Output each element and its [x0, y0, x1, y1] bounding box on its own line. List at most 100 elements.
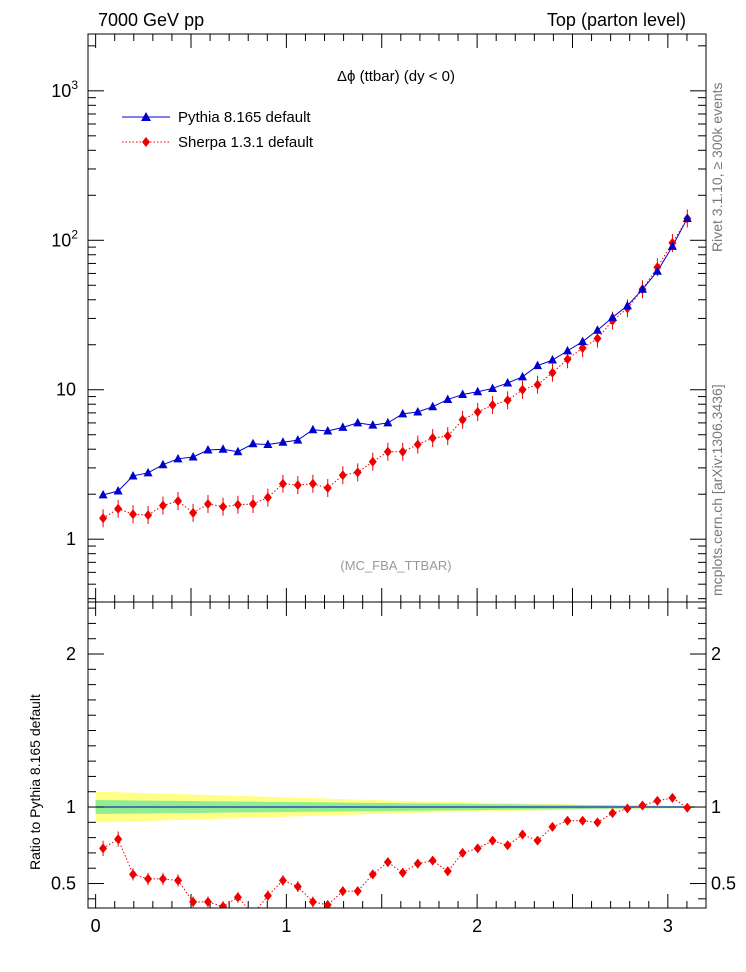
sherpa-point: [248, 498, 257, 509]
pythia-point: [428, 401, 438, 411]
sherpa-ratio-point: [249, 909, 257, 919]
sherpa-ratio-point: [653, 795, 662, 806]
ratio-ytick-label-right: 2: [711, 644, 721, 664]
pythia-point: [383, 417, 393, 427]
legend-pythia: Pythia 8.165 default: [122, 109, 311, 126]
sherpa-ratio-point: [338, 886, 347, 897]
sherpa-ratio-point: [548, 821, 557, 832]
sherpa-point: [548, 367, 557, 378]
pythia-point: [652, 266, 662, 275]
pythia-point: [293, 435, 303, 444]
ratio-panel: 0.5 0.5 1 1 2 2 0 1 2 3 Ratio to Pythia 8.165 def…: [27, 601, 736, 936]
sherpa-ratio-point: [308, 896, 317, 907]
sherpa-ratio-point: [578, 815, 587, 826]
sherpa-ratio-point: [293, 881, 302, 892]
header-left: 7000 GeV pp: [98, 10, 204, 30]
ratio-ytick-label: 1: [66, 797, 76, 817]
pythia-point: [338, 422, 348, 431]
sherpa-point: [233, 499, 242, 510]
ratio-ylabel: Ratio to Pythia 8.165 default: [27, 694, 43, 870]
sherpa-ratio-point: [174, 875, 183, 886]
pythia-point: [518, 371, 528, 381]
pythia-point: [113, 486, 123, 495]
sherpa-point: [353, 467, 362, 478]
pythia-point: [473, 386, 483, 396]
ratio-ytick-label-right: 0.5: [711, 874, 736, 894]
pythia-point: [248, 438, 258, 448]
pythia-point: [547, 355, 557, 364]
sherpa-point: [533, 379, 542, 390]
pythia-point: [458, 389, 468, 398]
sherpa-ratio-point: [99, 843, 108, 854]
pythia-point: [503, 377, 513, 387]
pythia-point: [622, 300, 632, 310]
sherpa-ratio-point: [413, 858, 422, 869]
ratio-xtick-label: 2: [472, 916, 482, 936]
sherpa-point: [278, 478, 287, 489]
sherpa-ratio-point: [608, 808, 617, 819]
sherpa-point: [458, 414, 467, 425]
pythia-point: [667, 241, 677, 250]
main-series: [98, 209, 692, 528]
sherpa-ratio-point: [129, 869, 138, 880]
sherpa-point: [398, 446, 407, 457]
rivet-label: Rivet 3.1.10, ≥ 300k events: [709, 82, 725, 252]
pythia-point: [353, 417, 363, 427]
ratio-xtick-label: 0: [91, 916, 101, 936]
pythia-point: [128, 470, 138, 480]
pythia-point: [682, 213, 692, 222]
sherpa-point: [578, 343, 587, 354]
pythia-point: [98, 489, 108, 499]
sherpa-point: [189, 507, 198, 518]
main-title: Δϕ (ttbar) (dy < 0): [337, 68, 455, 85]
sherpa-point: [129, 509, 138, 520]
header-right: Top (parton level): [547, 10, 686, 30]
ratio-band: [95, 791, 695, 823]
sherpa-ratio-point: [189, 896, 198, 907]
sherpa-ratio-line: [102, 797, 688, 908]
pythia-line: [102, 218, 688, 496]
sherpa-point: [503, 395, 512, 406]
sherpa-ratio-point: [398, 867, 407, 878]
sherpa-ratio-point: [278, 875, 287, 886]
legend: Pythia 8.165 default Sherpa 1.3.1 defaul…: [122, 109, 314, 151]
pythia-point: [233, 446, 243, 456]
sherpa-ratio-point: [473, 843, 482, 854]
sherpa-ratio-point: [683, 802, 692, 813]
sherpa-ratio-point: [114, 834, 123, 845]
main-ytick-label: 102: [51, 227, 78, 250]
sherpa-point: [563, 354, 572, 365]
legend-pythia-label: Pythia 8.165 default: [178, 109, 311, 126]
ratio-frame: [87, 601, 707, 909]
sherpa-point: [99, 513, 108, 524]
sherpa-point: [114, 503, 123, 514]
main-ytick-label: 10: [56, 380, 76, 400]
sherpa-ratio-point: [144, 873, 153, 884]
sherpa-ratio-point: [563, 815, 572, 826]
pythia-point: [637, 284, 647, 293]
pythia-point: [218, 444, 228, 453]
sherpa-ratio-point: [443, 866, 452, 877]
sherpa-ratio-group: [99, 792, 692, 919]
pythia-point: [143, 467, 153, 477]
sherpa-point: [338, 470, 347, 481]
pythia-point: [203, 445, 213, 454]
sherpa-ratio-point: [368, 869, 377, 880]
sherpa-point: [488, 400, 497, 411]
sherpa-point: [203, 498, 212, 509]
pythia-point: [563, 345, 573, 355]
analysis-tag: (MC_FBA_TTBAR): [340, 558, 451, 573]
pythia-point: [263, 439, 273, 449]
sherpa-ratio-point: [353, 886, 362, 897]
ratio-ytick-label: 2: [66, 644, 76, 664]
sherpa-ratio-point: [263, 890, 272, 901]
pythia-point: [158, 459, 168, 469]
main-axis-ticks: 1 10 102 103: [51, 34, 707, 602]
legend-sherpa: Sherpa 1.3.1 default: [122, 134, 314, 151]
pythia-point: [308, 424, 318, 434]
sherpa-point: [219, 501, 228, 512]
ratio-xtick-label: 1: [281, 916, 291, 936]
pythia-point: [323, 425, 333, 435]
sherpa-ratio-point: [503, 840, 512, 851]
pythia-point: [608, 312, 618, 321]
